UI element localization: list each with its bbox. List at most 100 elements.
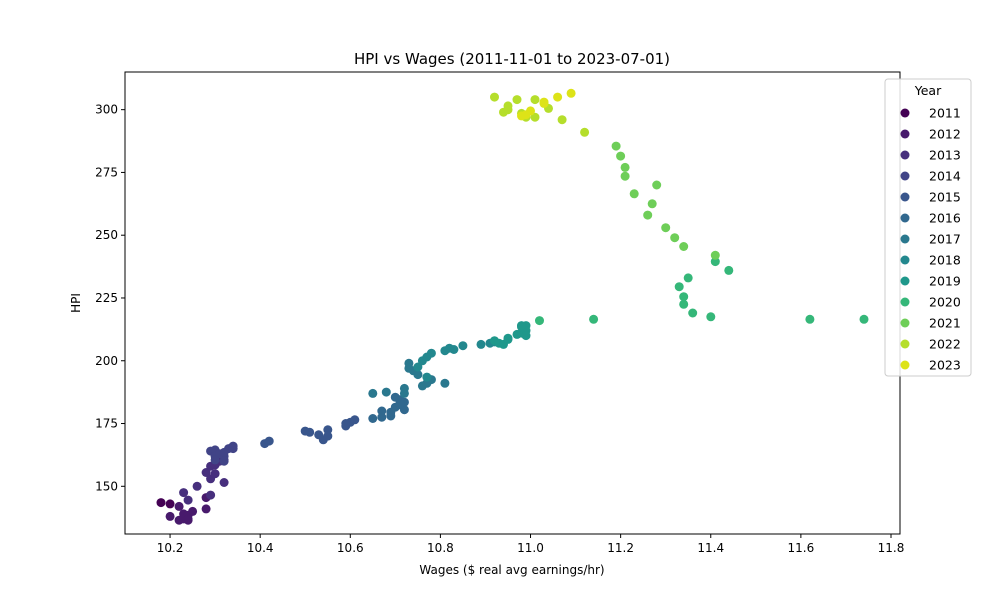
legend-title: Year [914,83,942,98]
legend-label-2018: 2018 [929,253,961,268]
data-point-2022-7 [490,92,499,102]
data-point-2014-8 [228,444,238,454]
legend-label-2019: 2019 [929,274,961,289]
data-point-2020-8 [674,282,684,292]
data-point-2021-7 [652,180,662,190]
data-point-2020-11 [710,257,720,267]
data-point-2015-1 [264,436,274,446]
data-point-2016-0 [368,414,378,423]
x-tick-label: 10.2 [157,541,184,555]
legend-label-2022: 2022 [929,337,961,352]
data-point-2013-11 [219,478,229,487]
data-point-2021-1 [679,242,689,251]
data-point-2016-1 [377,406,387,416]
data-point-2017-11 [440,378,450,388]
data-point-2022-10 [530,95,540,105]
data-point-2021-5 [647,199,657,209]
legend-marker-2015 [900,192,910,202]
data-point-2015-7 [323,431,333,441]
data-point-2019-10 [517,321,526,331]
legend-label-2015: 2015 [929,190,961,205]
data-point-2020-0 [535,316,544,326]
legend-marker-2018 [900,255,910,265]
data-point-2012-1 [174,501,184,511]
data-point-2013-2 [192,481,202,491]
plot-area-frame [124,71,901,535]
data-point-2020-6 [679,299,689,309]
data-point-2013-4 [206,490,216,500]
legend-label-2016: 2016 [929,211,961,226]
data-point-2023-2 [521,110,531,120]
data-point-2013-6 [210,469,220,479]
data-point-2020-3 [706,312,716,322]
data-point-2018-4 [422,372,432,382]
data-point-2018-3 [426,348,436,358]
data-point-2013-3 [201,468,211,477]
data-point-2020-1 [589,314,599,324]
data-point-2018-7 [449,345,459,354]
y-tick-label: 150 [95,479,118,493]
data-point-2019-11 [503,333,513,343]
data-point-2023-6 [539,97,549,107]
legend-label-2020: 2020 [929,295,961,310]
data-point-2017-1 [381,387,391,397]
legend-items: 2011 2012 2013 2014 2015 2016 2017 2018 2019 2020… [900,106,961,373]
legend-label-2011: 2011 [929,106,961,121]
legend-box [884,78,972,377]
data-point-2019-9 [521,331,531,341]
data-point-2016-2 [377,412,387,422]
y-tick-label: 275 [95,165,118,179]
legend-label-2023: 2023 [929,358,961,373]
y-tick-label: 200 [95,354,118,368]
data-point-2014-9 [210,455,220,465]
data-point-2022-3 [530,112,540,122]
data-point-2012-8 [201,504,211,514]
legend-marker-2020 [900,297,910,307]
data-point-2011-1 [165,499,175,509]
data-point-2016-11 [395,398,405,408]
y-tick-label: 175 [95,417,118,431]
points-layer [156,88,869,525]
y-axis-title: HPI [69,293,83,313]
data-point-2020-5 [859,314,869,324]
data-point-2015-6 [323,425,333,435]
data-point-2011-0 [156,498,166,508]
chart-title: HPI vs Wages (2011-11-01 to 2023-07-01) [354,50,670,68]
data-point-2014-10 [219,447,229,457]
data-point-2022-1 [557,115,567,125]
data-point-2020-4 [805,314,815,324]
data-point-2013-1 [183,495,193,505]
data-point-2018-0 [413,362,423,372]
data-point-2022-0 [580,127,590,137]
y-axis: 150 175 200 225 250 275 300 [95,103,125,493]
data-point-2013-0 [179,488,189,498]
legend-marker-2022 [900,339,910,349]
data-point-2021-2 [670,233,680,243]
data-point-2017-3 [399,388,409,398]
data-point-2021-4 [643,210,653,220]
legend-label-2021: 2021 [929,316,961,331]
x-axis: 10.2 10.4 10.6 10.8 11.0 11.2 11.4 11.6 11.8 [157,534,904,555]
data-point-2021-8 [620,171,630,181]
data-point-2015-10 [350,415,360,425]
data-point-2021-0 [710,250,720,260]
data-point-2020-10 [724,265,734,275]
y-tick-label: 225 [95,291,118,305]
x-tick-label: 10.4 [247,541,274,555]
legend-marker-2019 [900,276,910,286]
data-point-2017-7 [413,370,423,380]
data-point-2021-11 [611,141,621,151]
legend-marker-2017 [900,234,910,244]
x-tick-label: 11.6 [788,541,815,555]
x-axis-title: Wages ($ real avg earnings/hr) [419,563,604,577]
data-point-2021-10 [616,151,626,161]
data-point-2020-2 [688,308,698,318]
data-point-2015-11 [341,419,351,428]
data-point-2021-3 [661,223,671,233]
x-tick-label: 11.0 [517,541,544,555]
data-point-2017-0 [368,388,378,398]
data-point-2022-9 [512,95,522,105]
x-tick-label: 10.8 [427,541,454,555]
data-point-2020-7 [679,292,689,302]
